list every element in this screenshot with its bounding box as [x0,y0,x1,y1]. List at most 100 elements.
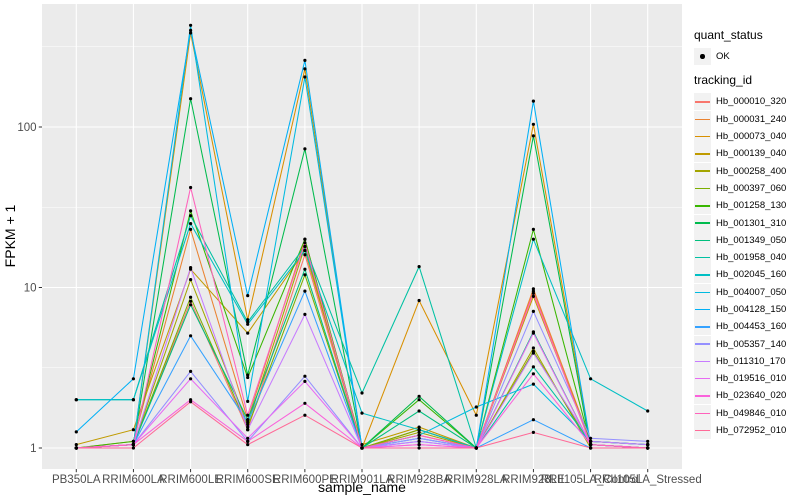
data-point [303,147,307,151]
data-point [246,373,250,377]
line-swatch-icon [695,326,710,328]
data-point [189,299,193,303]
legend-item-label: Hb_004453_160 [716,321,787,333]
data-point [531,331,536,335]
data-point [589,446,593,450]
data-point [531,294,536,298]
data-point [74,398,78,402]
legend-key [694,145,711,163]
data-point [531,227,536,231]
legend-key [694,93,711,111]
data-point [189,185,193,190]
x-tick-label: RRIM600LA [102,474,165,486]
data-point [189,222,193,226]
data-point [417,425,421,429]
line-swatch-icon [695,429,710,432]
data-point [246,439,250,443]
legend-tracking-items: Hb_000010_320 Hb_000031_240 Hb_000073_040 H… [694,93,800,440]
line-swatch-icon [695,291,710,293]
data-point [531,134,536,138]
line-swatch-icon [695,308,710,311]
legend-item-label: Hb_000139_040 [716,148,787,160]
data-point [303,267,307,271]
data-point [417,439,421,443]
data-point [246,399,250,403]
legend-item-label: Hb_000031_240 [716,113,787,125]
legend-item-label: Hb_002045_160 [716,269,787,281]
legend-key [694,352,711,370]
data-point [531,418,536,422]
legend-key [694,422,711,440]
data-point [417,298,421,303]
legend-item-Hb_002045_160: Hb_002045_160 [694,266,800,284]
data-point [246,428,250,432]
data-point [646,443,650,447]
data-point [646,439,650,443]
data-point [74,443,78,447]
data-point [417,436,421,440]
data-point [303,374,307,378]
data-point [246,443,250,447]
legend-item-Hb_000139_040: Hb_000139_040 [694,145,800,163]
data-point [531,309,536,313]
legend-key [694,387,711,405]
data-point [646,446,650,450]
y-tick-label: 100 [17,122,36,134]
data-point [417,265,421,269]
legend-item-Hb_011310_170: Hb_011310_170 [694,352,800,370]
data-point [246,413,250,417]
line-swatch-icon [695,135,710,138]
x-tick-label: RRIM928BA [387,474,451,486]
data-point [531,430,536,434]
data-point [417,394,421,398]
data-point [303,248,307,253]
x-axis-title: sample_name [318,479,406,495]
data-point [531,287,536,291]
y-tick-label: 1 [30,443,36,455]
data-point [417,446,421,450]
data-point [531,382,536,386]
data-point [189,97,193,101]
legend-item-label: Hb_000258_400 [716,165,787,177]
legend-item-Hb_000397_060: Hb_000397_060 [694,179,800,197]
legend-key [694,335,711,353]
line-swatch-icon [695,274,710,276]
legend-item-Hb_001349_050: Hb_001349_050 [694,231,800,249]
data-point [589,443,593,447]
x-tick-label: PB350LA [52,474,101,486]
legend-title-tracking-id: tracking_id [694,73,753,88]
legend-item-label: Hb_000010_320 [716,96,787,108]
data-point [589,439,593,443]
legend-key [694,404,711,422]
legend-key [694,266,711,284]
data-point [417,409,421,413]
data-point [131,428,135,432]
legend-item-label: Hb_001301_310 [716,217,787,229]
data-point [246,318,250,322]
data-point [246,418,250,422]
data-point [303,413,307,417]
legend-item-label: Hb_005357_140 [716,338,787,350]
line-swatch-icon [695,101,710,103]
legend-title-quant-status: quant_status [694,28,763,42]
line-swatch-icon [695,170,710,172]
data-point [417,443,421,447]
line-swatch-icon [695,118,710,121]
data-point [189,23,193,27]
data-point [589,377,593,381]
data-point [531,351,536,355]
legend-key [694,179,711,197]
data-point [360,391,364,395]
legend-item-Hb_072952_010: Hb_072952_010 [694,422,800,440]
data-point [303,401,307,405]
data-point [74,430,78,434]
data-point [303,253,307,257]
legend-key [694,301,711,318]
legend-item-label: Hb_004128_150 [716,304,787,315]
legend-item-Hb_000031_240: Hb_000031_240 [694,110,800,128]
data-point [531,365,536,369]
legend-item-Hb_000010_320: Hb_000010_320 [694,93,800,111]
legend-key [694,318,711,336]
data-point [303,244,307,249]
